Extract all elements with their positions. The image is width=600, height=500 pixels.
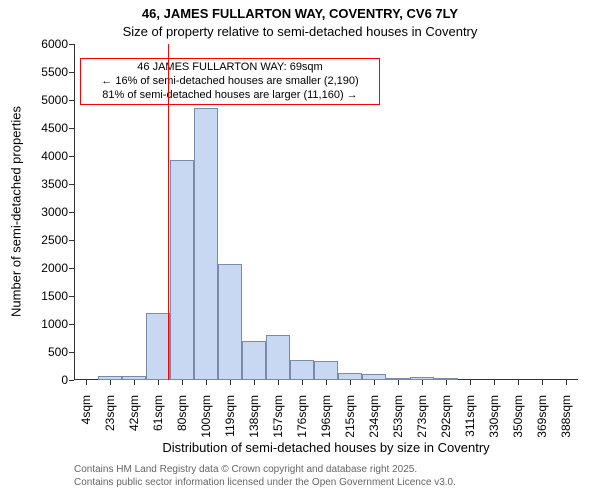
x-tick-mark [86, 380, 87, 385]
y-tick-label: 1000 [32, 317, 68, 331]
y-tick-mark [69, 268, 74, 269]
info-box: 46 JAMES FULLARTON WAY: 69sqm ← 16% of s… [80, 58, 380, 105]
y-tick-mark [69, 212, 74, 213]
x-tick-mark [422, 380, 423, 385]
x-tick-mark [278, 380, 279, 385]
chart-container: 46, JAMES FULLARTON WAY, COVENTRY, CV6 7… [0, 0, 600, 500]
x-tick-label: 292sqm [439, 395, 453, 495]
y-tick-label: 1500 [32, 289, 68, 303]
x-tick-mark [566, 380, 567, 385]
histogram-bar [98, 376, 122, 380]
x-tick-label: 273sqm [415, 395, 429, 495]
x-tick-label: 196sqm [319, 395, 333, 495]
y-tick-label: 2500 [32, 233, 68, 247]
x-tick-label: 157sqm [271, 395, 285, 495]
x-tick-label: 311sqm [463, 395, 477, 495]
y-tick-mark [69, 352, 74, 353]
y-tick-mark [69, 128, 74, 129]
x-tick-mark [518, 380, 519, 385]
x-tick-label: 330sqm [487, 395, 501, 495]
x-tick-mark [182, 380, 183, 385]
x-tick-mark [470, 380, 471, 385]
chart-title-line2: Size of property relative to semi-detach… [0, 24, 600, 39]
histogram-bar [266, 335, 290, 380]
x-tick-label: 215sqm [343, 395, 357, 495]
y-tick-mark [69, 44, 74, 45]
y-axis-label: Number of semi-detached properties [9, 44, 24, 380]
y-tick-label: 5500 [32, 65, 68, 79]
histogram-bar [290, 360, 314, 380]
histogram-bar [434, 378, 458, 380]
x-tick-label: 388sqm [559, 395, 573, 495]
x-tick-label: 350sqm [511, 395, 525, 495]
y-tick-label: 5000 [32, 93, 68, 107]
x-tick-label: 369sqm [535, 395, 549, 495]
x-tick-mark [134, 380, 135, 385]
histogram-bar [314, 361, 338, 380]
histogram-bar [242, 341, 266, 380]
histogram-bar [122, 376, 146, 380]
y-tick-mark [69, 240, 74, 241]
y-tick-label: 0 [32, 373, 68, 387]
info-box-line2: ← 16% of semi-detached houses are smalle… [85, 75, 375, 89]
x-tick-label: 42sqm [127, 395, 141, 495]
info-box-line3: 81% of semi-detached houses are larger (… [85, 89, 375, 103]
histogram-bar [194, 108, 218, 380]
x-tick-mark [374, 380, 375, 385]
y-tick-label: 500 [32, 345, 68, 359]
histogram-bar [218, 264, 242, 380]
x-tick-mark [326, 380, 327, 385]
x-tick-mark [206, 380, 207, 385]
y-tick-label: 6000 [32, 37, 68, 51]
y-tick-mark [69, 296, 74, 297]
y-tick-mark [69, 184, 74, 185]
x-tick-mark [542, 380, 543, 385]
y-tick-mark [69, 324, 74, 325]
x-tick-mark [302, 380, 303, 385]
x-tick-label: 23sqm [103, 395, 117, 495]
y-tick-label: 4500 [32, 121, 68, 135]
x-tick-mark [398, 380, 399, 385]
x-tick-label: 61sqm [151, 395, 165, 495]
histogram-bar [170, 160, 194, 380]
x-tick-mark [230, 380, 231, 385]
y-tick-label: 3500 [32, 177, 68, 191]
x-tick-mark [158, 380, 159, 385]
histogram-bar [410, 377, 434, 380]
x-tick-mark [494, 380, 495, 385]
histogram-bar [386, 378, 410, 380]
x-tick-mark [254, 380, 255, 385]
x-tick-mark [446, 380, 447, 385]
property-marker-line [168, 44, 169, 380]
y-tick-label: 4000 [32, 149, 68, 163]
chart-title-line1: 46, JAMES FULLARTON WAY, COVENTRY, CV6 7… [0, 6, 600, 21]
histogram-bar [338, 373, 362, 380]
y-tick-label: 3000 [32, 205, 68, 219]
info-box-line1: 46 JAMES FULLARTON WAY: 69sqm [85, 61, 375, 75]
x-tick-label: 80sqm [175, 395, 189, 495]
x-tick-label: 253sqm [391, 395, 405, 495]
x-tick-label: 176sqm [295, 395, 309, 495]
x-tick-label: 119sqm [223, 395, 237, 495]
x-tick-label: 100sqm [199, 395, 213, 495]
x-tick-label: 138sqm [247, 395, 261, 495]
histogram-bar [362, 374, 386, 380]
x-tick-label: 4sqm [79, 395, 93, 495]
y-tick-label: 2000 [32, 261, 68, 275]
x-tick-mark [110, 380, 111, 385]
y-tick-mark [69, 156, 74, 157]
x-tick-mark [350, 380, 351, 385]
histogram-bar [146, 313, 170, 380]
y-tick-mark [69, 72, 74, 73]
x-tick-label: 234sqm [367, 395, 381, 495]
y-tick-mark [69, 100, 74, 101]
y-tick-mark [69, 380, 74, 381]
